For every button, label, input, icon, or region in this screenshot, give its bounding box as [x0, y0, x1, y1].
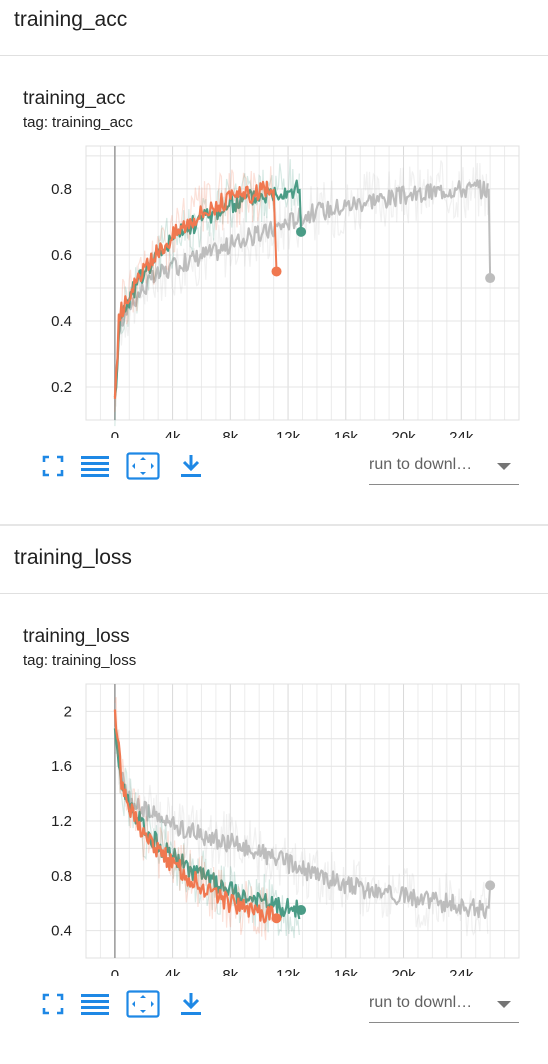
x-tick-label: 16k: [334, 967, 359, 976]
y-tick-label: 0.4: [51, 313, 72, 330]
fit-to-screen-icon: [42, 993, 64, 1015]
fit-domain-icon: [126, 990, 160, 1018]
x-tick-label: 12k: [276, 429, 301, 438]
tag-label: tag:: [23, 114, 49, 131]
series-line-0: [113, 726, 489, 920]
x-tick-label: 4k: [165, 429, 181, 438]
y-tick-label: 0.6: [51, 247, 72, 264]
series-line-2: [113, 180, 275, 399]
x-tick-label: 0: [111, 429, 119, 438]
y-tick-label: 1.2: [51, 813, 72, 830]
download-icon: [181, 993, 201, 1015]
x-tick-label: 12k: [276, 967, 301, 976]
chevron-down-icon: [497, 463, 511, 470]
x-tick-label: 8k: [222, 429, 238, 438]
plot-frame: [85, 683, 520, 959]
section-title: training_acc: [14, 8, 128, 31]
x-tick-label: 20k: [391, 429, 416, 438]
series-end-point-0: [485, 880, 496, 891]
tag-label: tag:: [23, 652, 49, 669]
section-divider: [0, 524, 548, 526]
training-acc-chart[interactable]: 0.2 0.4 0.6 0.8 0 4k 8k 12k 16k 20k 24k: [0, 142, 548, 438]
section-header-training-loss[interactable]: training_loss: [0, 538, 548, 594]
series-end-point-2: [271, 266, 282, 277]
plot-frame: [85, 145, 520, 421]
x-tick-label: 24k: [449, 429, 474, 438]
series-end-connector-1: [298, 188, 303, 232]
y-tick-label: 0.4: [51, 923, 72, 940]
x-tick-label: 4k: [165, 967, 181, 976]
x-tick-label: 20k: [391, 967, 416, 976]
section-header-training-acc[interactable]: training_acc: [0, 0, 548, 56]
chart-toolbar: run to downl…: [36, 989, 519, 1023]
fit-domain-button[interactable]: [126, 989, 160, 1019]
grid: [85, 146, 520, 421]
data-table-icon: [81, 456, 109, 477]
x-tick-label: 16k: [334, 429, 359, 438]
series-end-connector-0: [487, 188, 492, 279]
chart-title: training_loss: [23, 626, 130, 647]
download-button[interactable]: [174, 451, 208, 481]
x-tick-label: 8k: [222, 967, 238, 976]
x-tick-label: 0: [111, 967, 119, 976]
chart-card-training-loss: training_loss tag: training_loss 0.4 0.8 1.…: [0, 594, 548, 1064]
download-icon: [181, 455, 201, 477]
series-line-2: [113, 709, 275, 924]
fit-to-screen-icon: [42, 455, 64, 477]
run-download-select[interactable]: run to downl…: [369, 451, 519, 485]
series-end-point-2: [271, 913, 282, 924]
fit-domain-icon: [126, 452, 160, 480]
grid: [85, 683, 520, 959]
y-tick-label: 2: [64, 703, 72, 720]
toggle-log-scale-button[interactable]: [78, 451, 112, 481]
y-tick-label: 1.6: [51, 758, 72, 775]
training-loss-chart[interactable]: 0.4 0.8 1.2 1.6 2 0 4k 8k 12k 16k 20k 24k: [0, 680, 548, 976]
chart-title: training_acc: [23, 88, 126, 109]
run-select-value: run to downl…: [369, 456, 473, 473]
y-tick-label: 0.8: [51, 181, 72, 198]
y-tick-label: 0.2: [51, 379, 72, 396]
series-end-point-1: [296, 226, 307, 237]
series-raw-line-2: [114, 166, 274, 412]
chart-card-training-acc: training_acc tag: training_acc 0.2 0.4 0.6 0…: [0, 56, 548, 526]
series-end-connector-2: [272, 188, 278, 272]
chart-tag: tag: training_acc: [23, 114, 133, 131]
run-select-value: run to downl…: [369, 994, 473, 1011]
section-title: training_loss: [14, 546, 132, 569]
run-download-select[interactable]: run to downl…: [369, 989, 519, 1023]
tag-value: training_loss: [52, 652, 137, 669]
series-end-point-1: [296, 905, 307, 916]
fit-to-screen-button[interactable]: [36, 989, 70, 1019]
tag-value: training_acc: [52, 114, 133, 131]
chevron-down-icon: [497, 1001, 511, 1008]
series-end-point-0: [485, 273, 496, 284]
download-button[interactable]: [174, 989, 208, 1019]
data-table-icon: [81, 994, 109, 1015]
toggle-log-scale-button[interactable]: [78, 989, 112, 1019]
y-tick-label: 0.8: [51, 868, 72, 885]
fit-to-screen-button[interactable]: [36, 451, 70, 481]
chart-toolbar: run to downl…: [36, 451, 519, 485]
x-tick-label: 24k: [449, 967, 474, 976]
fit-domain-button[interactable]: [126, 451, 160, 481]
chart-tag: tag: training_loss: [23, 652, 136, 669]
